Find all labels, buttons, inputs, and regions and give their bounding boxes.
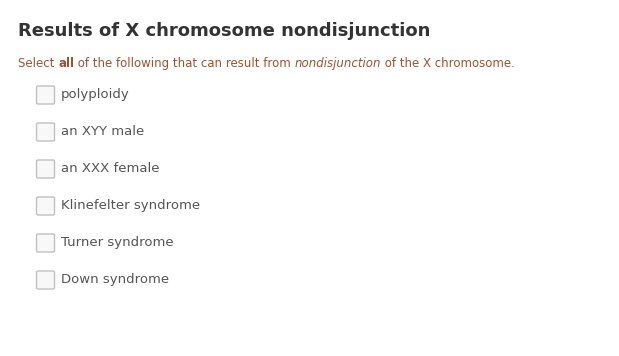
Text: polyploidy: polyploidy — [61, 88, 130, 101]
FancyBboxPatch shape — [37, 234, 54, 252]
Text: nondisjunction: nondisjunction — [295, 57, 381, 70]
Text: of the following that can result from: of the following that can result from — [74, 57, 295, 70]
FancyBboxPatch shape — [37, 123, 54, 141]
FancyBboxPatch shape — [37, 160, 54, 178]
Text: all: all — [58, 57, 74, 70]
Text: Klinefelter syndrome: Klinefelter syndrome — [61, 199, 200, 212]
FancyBboxPatch shape — [37, 271, 54, 289]
Text: Results of X chromosome nondisjunction: Results of X chromosome nondisjunction — [18, 22, 430, 40]
Text: Turner syndrome: Turner syndrome — [61, 236, 173, 249]
Text: an XYY male: an XYY male — [61, 125, 144, 138]
FancyBboxPatch shape — [37, 86, 54, 104]
Text: of the X chromosome.: of the X chromosome. — [381, 57, 515, 70]
Text: Select: Select — [18, 57, 58, 70]
Text: an XXX female: an XXX female — [61, 162, 160, 175]
Text: Down syndrome: Down syndrome — [61, 273, 169, 286]
FancyBboxPatch shape — [37, 197, 54, 215]
